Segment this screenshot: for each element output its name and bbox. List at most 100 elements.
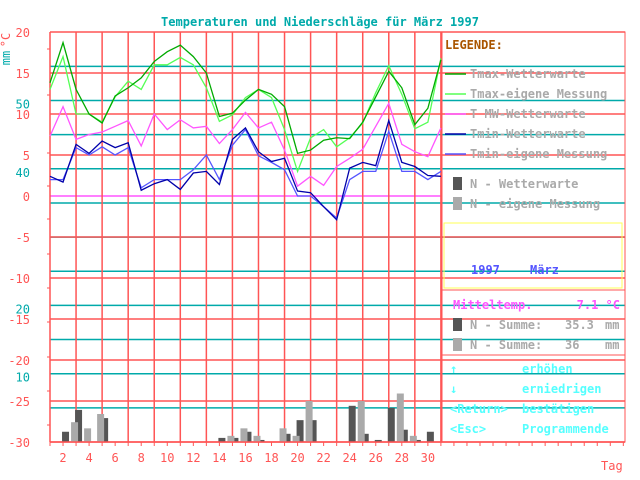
temp-tick-label: 5 — [23, 149, 30, 163]
precip-bar-n_w — [283, 433, 291, 442]
series-line-tmin_w — [49, 118, 441, 222]
precip-bar-n_w — [231, 437, 239, 442]
sum-e-value: 36 — [565, 338, 579, 352]
precip-bar-n_w — [101, 418, 109, 442]
x-axis-label: Tag — [601, 459, 623, 473]
precip-bar-n_w — [348, 405, 356, 442]
sum-w-label: N - Summe: — [470, 318, 542, 332]
period-box — [443, 222, 623, 289]
temp-axis-unit: °C — [0, 33, 13, 47]
x-tick-label: 6 — [112, 451, 119, 465]
precip-bar-n_w — [218, 437, 226, 442]
key-action-0: erhöhen — [522, 362, 573, 376]
period-year: 1997 — [471, 263, 500, 277]
series-line-tmin_e — [50, 128, 442, 220]
x-tick-label: 26 — [369, 451, 383, 465]
key-action-2: bestätigen — [522, 402, 594, 416]
precip-bar-n_e — [279, 428, 287, 442]
temp-tick-label: 0 — [23, 190, 30, 204]
precip-bar-n_w — [62, 431, 70, 442]
precip-bar-n_e — [305, 401, 313, 442]
legend-bar-item: N - eigene Messung — [470, 197, 600, 211]
key-1[interactable]: ↓ — [450, 382, 457, 396]
temp-tick-label: 10 — [16, 108, 30, 122]
sum-e-swatch — [453, 338, 462, 351]
temp-tick-label: -25 — [8, 395, 30, 409]
precip-bar-n_e — [84, 428, 92, 442]
series-line-tmax_w — [49, 40, 442, 155]
legend-item: Tmax-eigene Messung — [470, 87, 607, 101]
precip-tick-label: 10 — [16, 371, 30, 385]
precip-bar-n_w — [75, 409, 83, 442]
sum-w-unit: mm — [605, 318, 619, 332]
x-tick-label: 14 — [212, 451, 226, 465]
temp-tick-label: -5 — [16, 231, 30, 245]
x-tick-label: 8 — [138, 451, 145, 465]
precip-bar-n_e — [240, 428, 248, 442]
x-tick-label: 4 — [85, 451, 92, 465]
precip-bar-n_e — [97, 413, 105, 442]
key-3[interactable]: <Esc> — [450, 422, 486, 436]
key-2[interactable]: <Return> — [450, 402, 508, 416]
x-tick-label: 24 — [342, 451, 356, 465]
x-tick-label: 30 — [421, 451, 435, 465]
period-month: März — [530, 263, 559, 277]
precip-tick-label: 50 — [16, 98, 30, 112]
temp-tick-label: -20 — [8, 354, 30, 368]
x-tick-label: 10 — [160, 451, 174, 465]
legend-item: Tmin-eigene Messung — [470, 147, 607, 161]
precip-tick-label: 40 — [16, 166, 30, 180]
legend-item: T MW-Wetterwarte — [470, 107, 586, 121]
precip-bar-n_e — [292, 435, 300, 442]
chart-title: Temperaturen und Niederschläge für März … — [161, 15, 479, 29]
key-0[interactable]: ↑ — [450, 362, 457, 376]
temp-tick-label: 15 — [16, 67, 30, 81]
x-tick-label: 12 — [186, 451, 200, 465]
precip-tick-label: 20 — [16, 302, 30, 316]
sum-w-swatch — [453, 318, 462, 331]
side-panel: LEGENDE: Tmax-Wetterwarte Tmax-eigene Mes… — [441, 31, 626, 443]
legend-bar-item: N - Wetterwarte — [470, 177, 578, 191]
precip-bar-n_w — [426, 431, 434, 442]
precip-bar-n_w — [309, 420, 317, 442]
legend-bar-swatch-n_w — [453, 177, 462, 190]
legend-title: LEGENDE: — [445, 38, 503, 52]
x-tick-label: 20 — [290, 451, 304, 465]
precip-bar-n_e — [409, 435, 417, 442]
precip-bar-n_e — [357, 401, 365, 442]
precip-bar-n_w — [387, 407, 395, 442]
precip-bar-n_e — [71, 422, 79, 442]
sum-e-unit: mm — [605, 338, 619, 352]
precip-bar-n_w — [361, 433, 369, 442]
precip-bar-n_e — [253, 435, 261, 442]
precip-bar-n_w — [374, 439, 382, 442]
x-tick-label: 18 — [264, 451, 278, 465]
temp-tick-label: -10 — [8, 272, 30, 286]
precip-bar-n_w — [413, 439, 421, 442]
precip-bar-n_e — [227, 435, 235, 442]
temp-tick-label: 20 — [16, 26, 30, 40]
x-tick-label: 22 — [316, 451, 330, 465]
x-tick-label: 2 — [59, 451, 66, 465]
mean-temp-label: Mitteltemp. — [453, 298, 532, 312]
key-action-3: Programmende — [522, 422, 609, 436]
precip-bar-n_w — [244, 431, 252, 442]
mean-temp-value: 7.1 °C — [577, 298, 620, 312]
temp-tick-label: -30 — [8, 436, 30, 450]
key-action-1: erniedrigen — [522, 382, 601, 396]
precip-bar-n_w — [400, 429, 408, 442]
x-tick-label: 16 — [238, 451, 252, 465]
legend-item: Tmax-Wetterwarte — [470, 67, 586, 81]
precip-bar-n_e — [396, 393, 404, 442]
precip-bar-n_w — [257, 439, 265, 442]
sum-w-value: 35.3 — [565, 318, 594, 332]
series-line-tmw — [49, 101, 442, 188]
x-tick-label: 28 — [395, 451, 409, 465]
legend-item: Tmin-Wetterwarte — [470, 127, 586, 141]
temp-tick-label: -15 — [8, 313, 30, 327]
precip-axis-unit: mm — [0, 51, 13, 65]
sum-e-label: N - Summe: — [470, 338, 542, 352]
precip-bar-n_w — [296, 420, 304, 442]
legend-bar-swatch-n_e — [453, 197, 462, 210]
